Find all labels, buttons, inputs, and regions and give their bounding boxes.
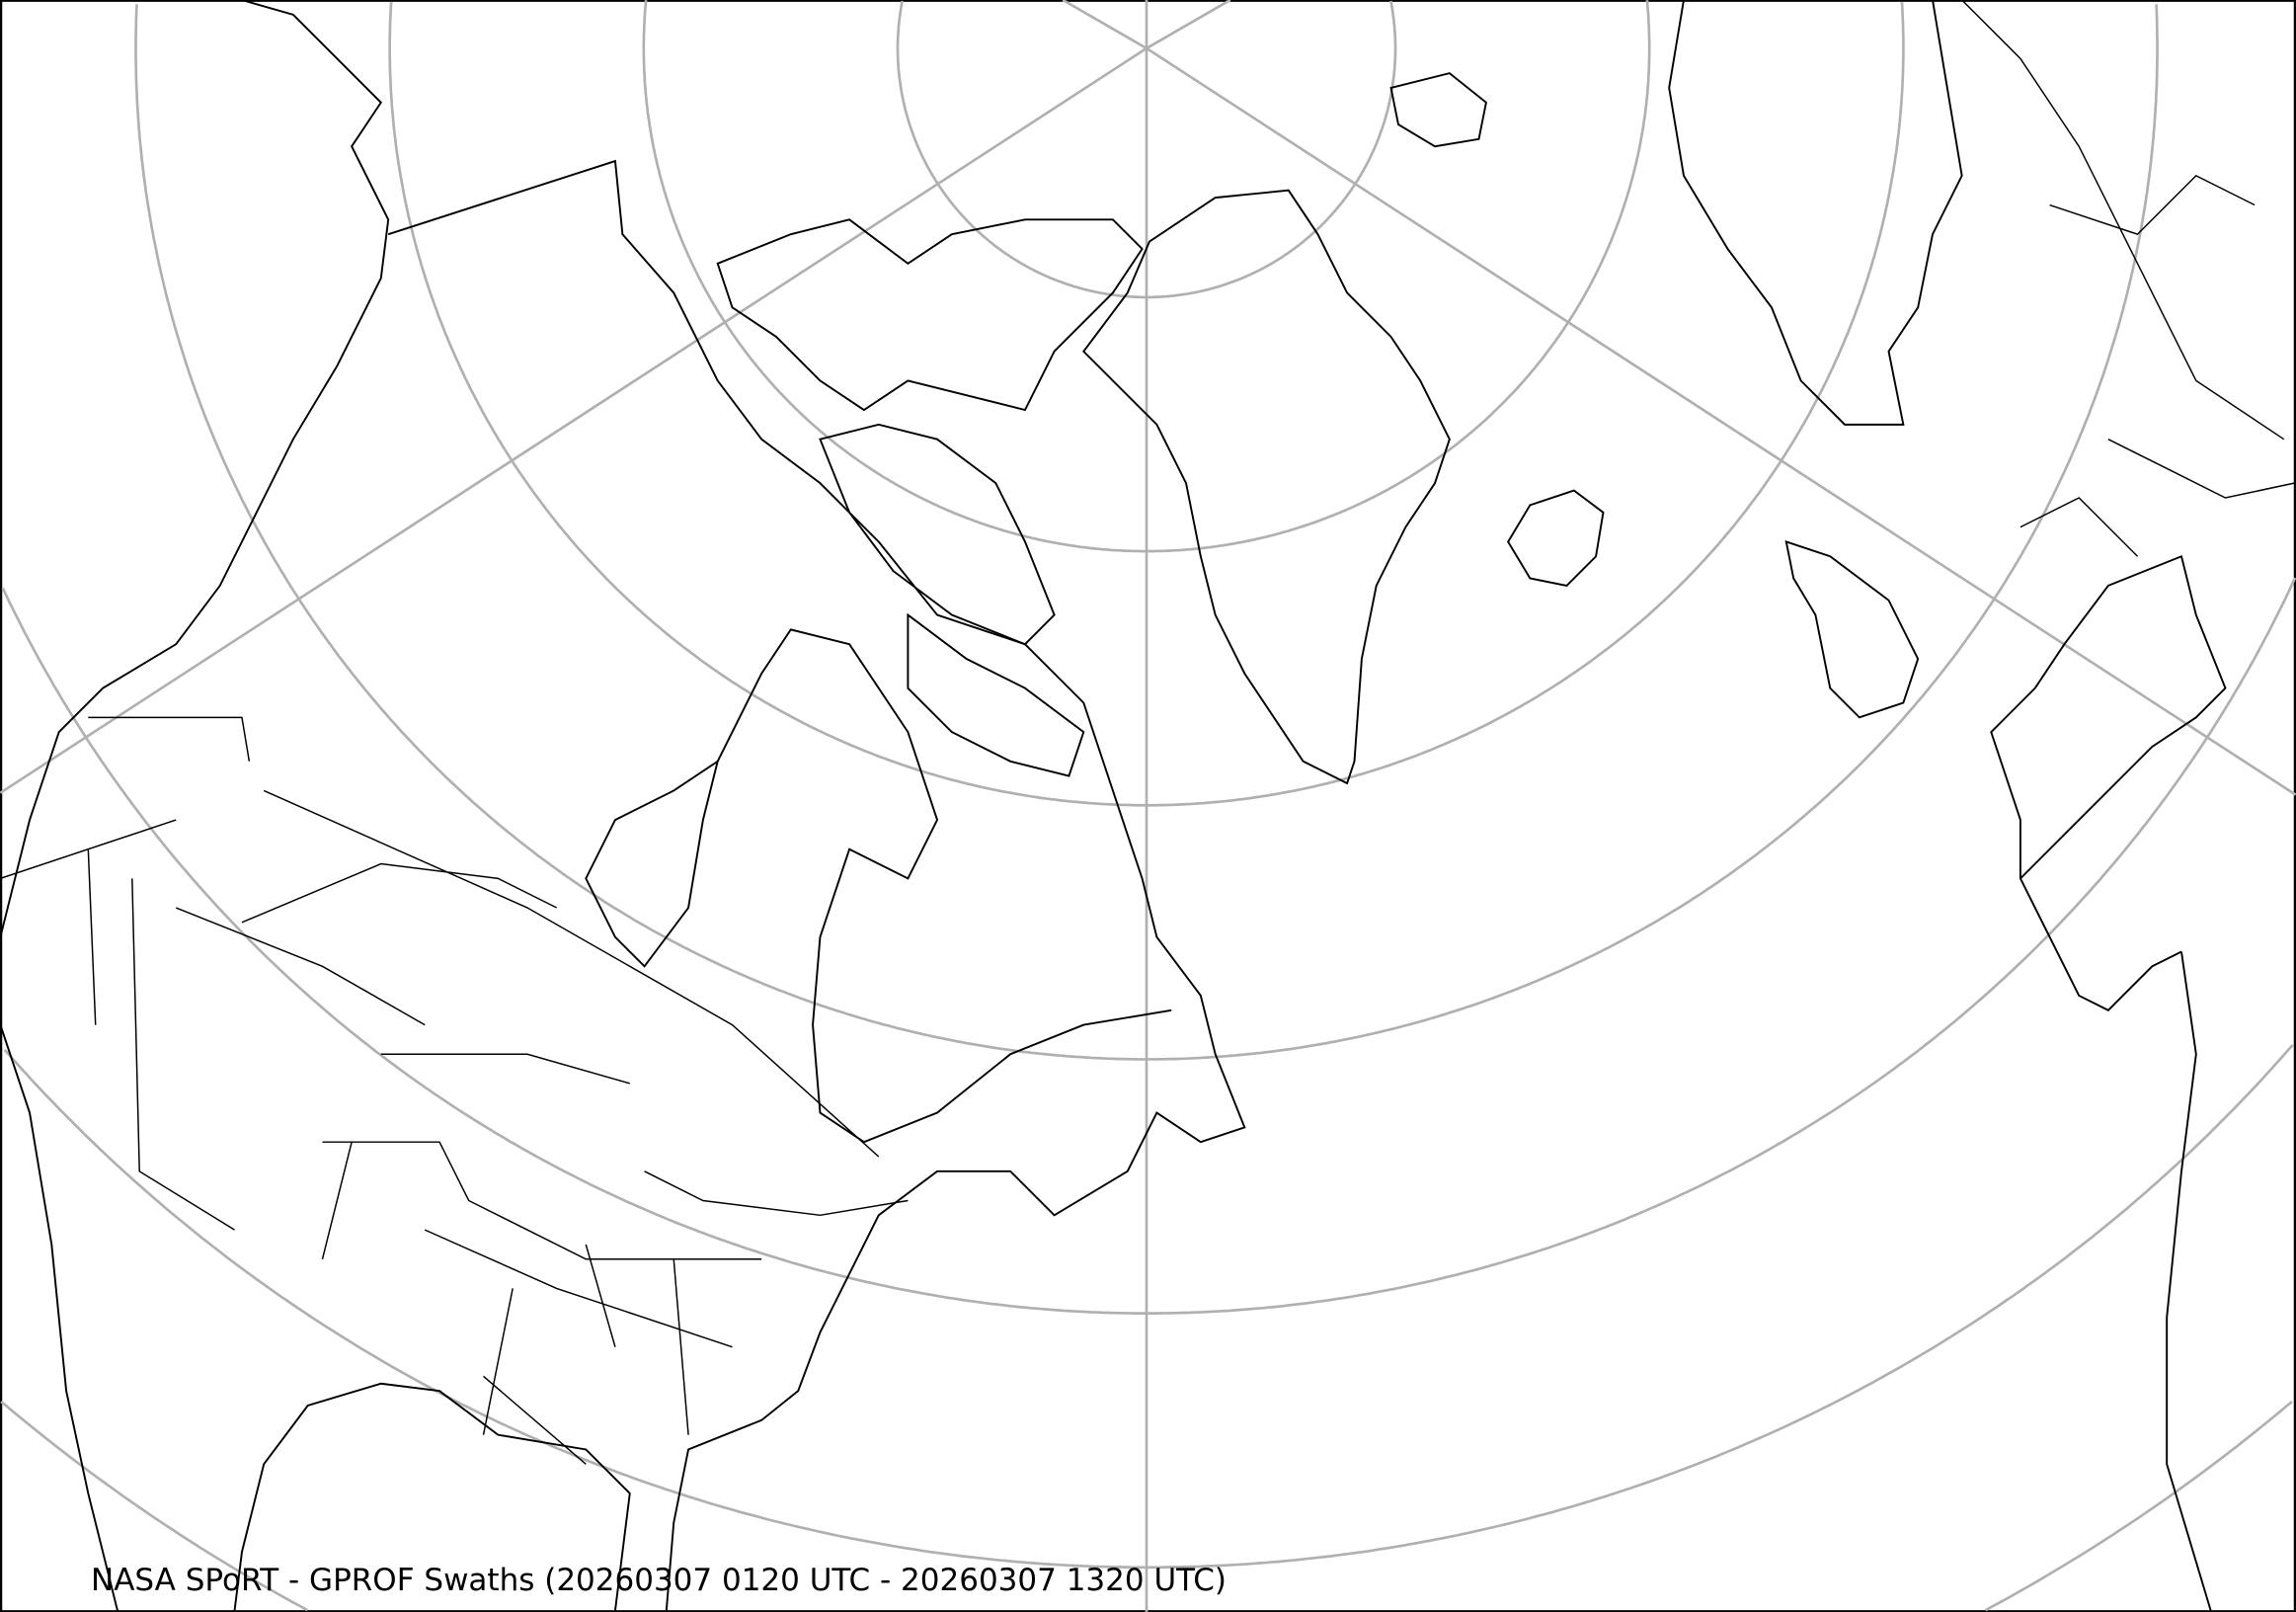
- latitude-circle-40: [1, 577, 2296, 1315]
- latitude-circle-70: [642, 0, 1651, 553]
- coastline-baffin-ellesmere: [1389, 72, 1487, 148]
- borders: [0, 0, 2295, 1465]
- coastline-arctic-islands: [716, 218, 1144, 777]
- coastline-iceland: [1507, 489, 1605, 587]
- meridian-line: [1146, 0, 1231, 50]
- meridian-line: [0, 46, 1148, 794]
- coastline-north-america: [0, 0, 1246, 1611]
- latitude-circle-20: [0, 1400, 2293, 1612]
- meridian-line: [1146, 46, 2296, 796]
- map-caption: NASA SPoRT - GPROF Swaths (20260307 0120…: [91, 1563, 1227, 1598]
- latitude-circle-50: [134, 4, 2159, 1061]
- coastline-greenland: [1082, 189, 1451, 785]
- coastline-hudson-bay: [585, 759, 720, 968]
- latitude-circle-80: [896, 0, 1397, 299]
- coastline-europe: [1668, 0, 2227, 1611]
- meridian-line: [1062, 0, 1148, 50]
- latitude-circle-30: [3, 1044, 2294, 1570]
